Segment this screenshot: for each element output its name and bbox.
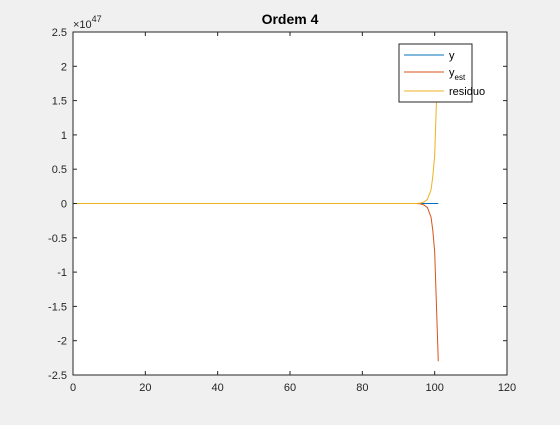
x-tick-label: 80 (356, 382, 368, 394)
x-tick-label: 120 (498, 382, 516, 394)
y-tick-label: 1.5 (52, 96, 67, 108)
x-axis: 0 20 40 60 80 100 120 (70, 32, 516, 394)
y-tick-label: -0.5 (48, 233, 67, 245)
y-tick-label: -1 (57, 267, 67, 279)
svg-text:×1047: ×1047 (73, 14, 102, 31)
y-tick-label: 0 (61, 199, 67, 211)
y-axis: 2.5 2 1.5 1 0.5 0 -0.5 -1 -1.5 -2 -2.5 (48, 27, 507, 382)
y-tick-label: 0.5 (52, 164, 67, 176)
x-tick-label: 60 (284, 382, 296, 394)
series-line-residuo (73, 45, 439, 204)
y-tick-label: 2 (61, 61, 67, 73)
y-exponent-power: 47 (92, 14, 102, 24)
x-tick-label: 20 (139, 382, 151, 394)
x-tick-label: 0 (70, 382, 76, 394)
y-exponent-base: ×10 (73, 19, 92, 31)
legend-box (398, 43, 473, 103)
series-layer (73, 45, 439, 362)
y-tick-label: -1.5 (48, 301, 67, 313)
legend-label-y: y (449, 50, 455, 62)
legend-label-y-est: yest (449, 67, 466, 82)
y-exponent-label: ×1047 (73, 14, 102, 31)
x-tick-label: 40 (212, 382, 224, 394)
legend[interactable]: y yest residuo (398, 43, 485, 103)
y-tick-label: -2.5 (48, 370, 67, 382)
y-tick-label: 1 (61, 130, 67, 142)
y-tick-label: -2 (57, 336, 67, 348)
y-tick-label: 2.5 (52, 27, 67, 39)
x-tick-label: 100 (425, 382, 443, 394)
legend-label-residuo: residuo (449, 86, 485, 98)
chart-title: Ordem 4 (262, 11, 319, 27)
